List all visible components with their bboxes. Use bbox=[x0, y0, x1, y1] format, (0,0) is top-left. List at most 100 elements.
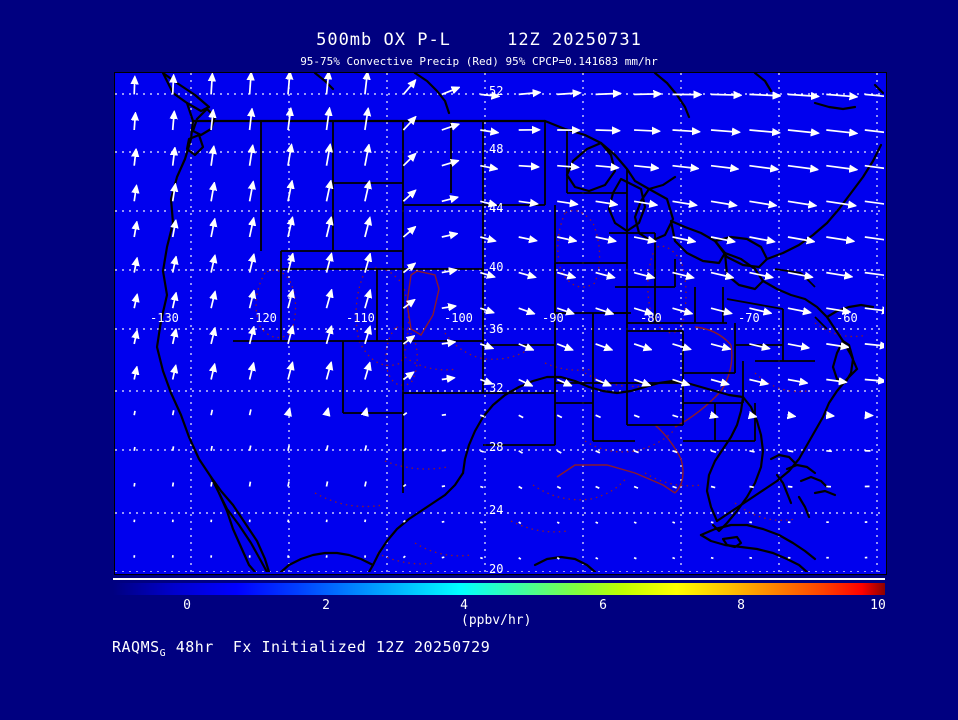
wind-vector bbox=[710, 485, 716, 489]
wind-vector bbox=[441, 449, 446, 452]
lon-label: -60 bbox=[836, 311, 858, 325]
wind-vector bbox=[864, 380, 884, 382]
wind-vector bbox=[749, 130, 779, 133]
lat-label: 28 bbox=[489, 440, 504, 454]
wind-vector bbox=[556, 378, 571, 386]
wind-vector bbox=[710, 344, 729, 349]
lon-label: -80 bbox=[640, 311, 662, 325]
wind-vector bbox=[518, 201, 537, 204]
wind-vector bbox=[518, 93, 540, 95]
wind-vector bbox=[134, 77, 135, 95]
wind-vector bbox=[710, 130, 739, 132]
wind-vector bbox=[672, 343, 690, 349]
wind-vector bbox=[710, 521, 714, 524]
wind-vector bbox=[441, 161, 458, 166]
wind-vector bbox=[173, 366, 176, 380]
wind-vector bbox=[480, 556, 483, 560]
wind-vector bbox=[518, 378, 532, 386]
wind-vector bbox=[480, 521, 483, 524]
wind-vector bbox=[327, 254, 332, 273]
wind-vector bbox=[211, 111, 213, 131]
wind-vector bbox=[288, 327, 293, 345]
wind-vector bbox=[173, 294, 176, 309]
wind-vector bbox=[518, 521, 522, 525]
colorbar-tick: 2 bbox=[322, 598, 330, 613]
wind-vector bbox=[556, 521, 560, 525]
wind-vector bbox=[633, 485, 639, 489]
wind-vector bbox=[441, 485, 446, 488]
wind-vector bbox=[710, 271, 732, 278]
wind-vector bbox=[365, 218, 370, 238]
wind-vector bbox=[557, 201, 576, 204]
wind-vector bbox=[287, 445, 291, 451]
wind-vector bbox=[365, 291, 370, 309]
wind-vector bbox=[402, 300, 414, 309]
wind-vector bbox=[826, 130, 856, 133]
wind-vector bbox=[826, 201, 855, 205]
wind-vector bbox=[787, 237, 814, 242]
wind-vector bbox=[556, 308, 573, 313]
wind-vector bbox=[633, 201, 656, 205]
wind-vector bbox=[480, 308, 493, 312]
wind-vector bbox=[595, 93, 620, 94]
colorbar-tick: 0 bbox=[183, 598, 191, 613]
wind-vector bbox=[595, 450, 601, 454]
wind-vector bbox=[480, 237, 494, 241]
wind-vector bbox=[134, 186, 136, 202]
wind-vector bbox=[556, 414, 563, 419]
wind-vector bbox=[749, 237, 773, 242]
wind-vector bbox=[211, 256, 215, 273]
wind-vector bbox=[173, 221, 176, 238]
wind-vector bbox=[480, 201, 495, 205]
wind-vector bbox=[672, 556, 676, 560]
wind-vector bbox=[634, 130, 659, 131]
wind-vector bbox=[518, 166, 538, 167]
wind-vector bbox=[250, 255, 254, 273]
wind-vector bbox=[672, 521, 676, 524]
wind-vector bbox=[556, 485, 562, 490]
wind-vector bbox=[864, 93, 884, 98]
wind-vector bbox=[287, 481, 290, 487]
wind-vector bbox=[787, 273, 812, 278]
lat-label: 52 bbox=[489, 84, 504, 98]
wind-vector bbox=[327, 182, 331, 202]
wind-vector bbox=[402, 336, 413, 345]
wind-vector bbox=[633, 307, 652, 313]
wind-vector bbox=[441, 413, 447, 417]
wind-vector bbox=[710, 166, 737, 169]
wind-vector bbox=[749, 271, 772, 278]
wind-vector bbox=[288, 255, 293, 273]
wind-vector bbox=[250, 328, 254, 345]
wind-vector bbox=[365, 363, 370, 380]
wind-vector bbox=[672, 271, 693, 278]
figure-title: 500mb OX P-L 12Z 20250731 bbox=[316, 30, 642, 50]
colorbar-tick: 8 bbox=[737, 598, 745, 613]
wind-vector bbox=[826, 449, 832, 453]
wind-vector bbox=[250, 219, 254, 238]
wind-vector bbox=[826, 380, 845, 383]
wind-vector bbox=[787, 130, 818, 133]
wind-vector bbox=[710, 556, 714, 560]
map-graphics bbox=[115, 73, 884, 572]
wind-vector bbox=[518, 485, 523, 490]
wind-vector bbox=[556, 450, 562, 454]
wind-vector bbox=[327, 145, 331, 166]
lat-label: 44 bbox=[489, 201, 504, 215]
wind-vector bbox=[365, 109, 368, 131]
wind-vector bbox=[480, 414, 485, 418]
wind-vector bbox=[672, 237, 695, 242]
wind-vector bbox=[826, 166, 856, 170]
wind-vector bbox=[250, 73, 252, 95]
wind-vector bbox=[133, 482, 136, 487]
wind-vector bbox=[402, 373, 413, 381]
wind-vector bbox=[787, 485, 793, 488]
wind-vector bbox=[134, 114, 135, 131]
colorbar-tick: 6 bbox=[599, 598, 607, 613]
wind-vector bbox=[518, 344, 533, 350]
wind-vector bbox=[441, 124, 458, 131]
figure-subtitle: 95-75% Convective Precip (Red) 95% CPCP=… bbox=[300, 55, 658, 68]
wind-vector bbox=[518, 414, 524, 419]
wind-vector bbox=[633, 556, 637, 560]
wind-vector bbox=[826, 344, 847, 347]
wind-vector bbox=[210, 409, 214, 416]
